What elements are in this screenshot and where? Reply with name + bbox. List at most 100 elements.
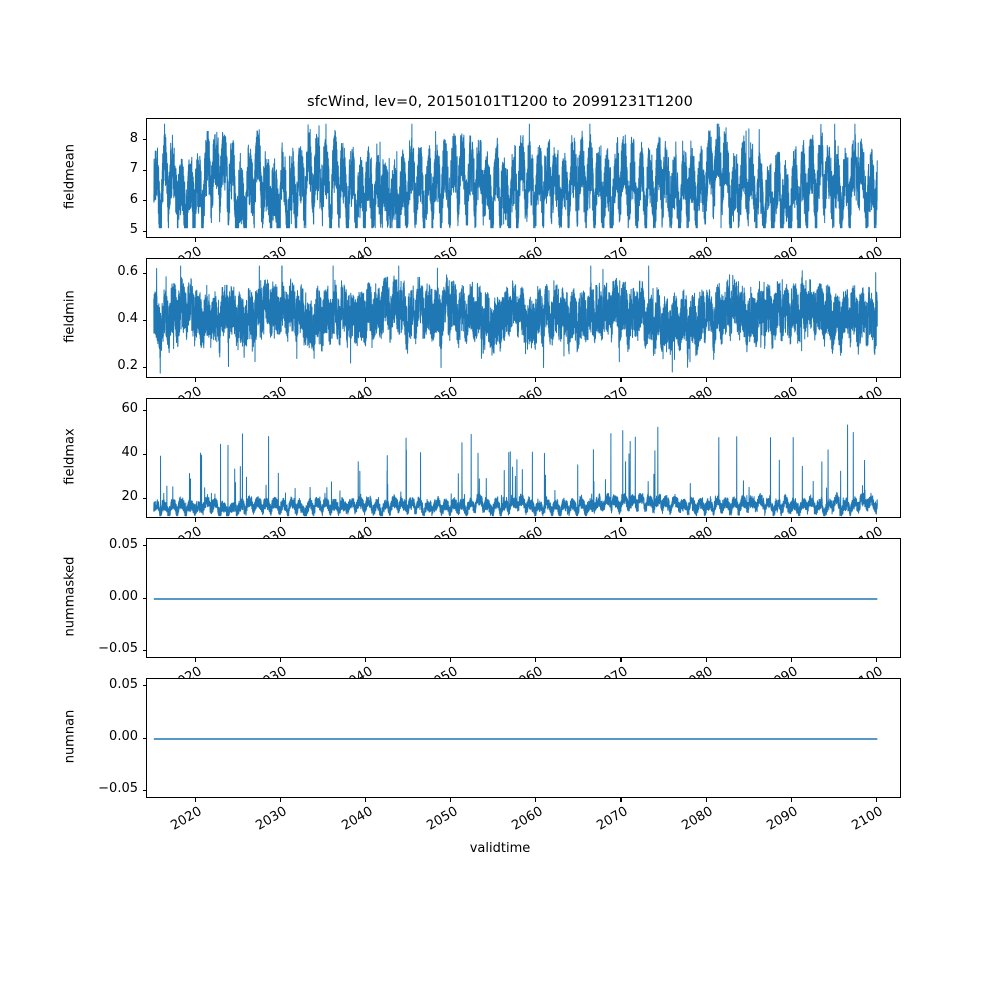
y-axis-label-numnan: numnan: [62, 709, 78, 764]
x-tick-label: 2060: [509, 384, 546, 399]
x-tick-label: 2070: [594, 244, 631, 259]
x-tick-label: 2060: [509, 804, 546, 834]
x-tick-label: 2030: [253, 524, 290, 539]
x-tick-mark: [875, 798, 877, 802]
x-tick-mark: [194, 378, 196, 382]
x-tick-label: 2050: [424, 804, 461, 834]
x-tick-mark: [279, 238, 282, 242]
series-canvas-nummasked: [147, 539, 902, 659]
y-tick-mark: [142, 169, 146, 171]
y-tick-label: 0.2: [117, 358, 138, 374]
x-tick-mark: [620, 798, 622, 802]
x-tick-label: 2080: [679, 804, 716, 834]
y-tick-label: 6: [129, 191, 138, 207]
x-tick-label-row: 2020 2030 2040 2050 2060 2070 2080 2090 2100: [0, 519, 1000, 539]
x-tick-mark: [194, 518, 196, 522]
x-tick-mark: [620, 378, 622, 382]
y-axis-label-fieldmean: fieldmean: [62, 144, 78, 209]
y-tick-label: 0.4: [117, 311, 138, 327]
x-tick-label: 2090: [764, 384, 801, 399]
y-tick-label: 0.05: [109, 536, 138, 552]
x-tick-label: 2050: [424, 244, 461, 259]
y-axis-label-nummasked: nummasked: [62, 556, 78, 637]
series-canvas-numnan: [147, 679, 902, 799]
x-tick-mark: [875, 658, 877, 662]
x-tick-label: 2100: [849, 664, 886, 679]
y-tick-label: −0.05: [98, 781, 138, 797]
x-tick-label: 2020: [168, 804, 205, 834]
x-tick-label: 2070: [594, 524, 631, 539]
subplot-numnan: [146, 678, 902, 799]
x-tick-mark: [620, 658, 622, 662]
x-tick-mark: [705, 798, 707, 802]
x-tick-mark: [450, 658, 452, 662]
x-tick-label: 2080: [679, 384, 716, 399]
y-tick-mark: [142, 409, 146, 411]
x-tick-mark: [194, 798, 196, 802]
x-tick-label: 2080: [679, 664, 716, 679]
x-tick-label: 2050: [424, 524, 461, 539]
x-tick-label: 2100: [849, 244, 886, 259]
x-tick-mark: [875, 518, 877, 522]
y-tick-mark: [142, 497, 146, 499]
x-tick-label: 2100: [849, 524, 886, 539]
x-tick-label: 2090: [764, 664, 801, 679]
x-tick-mark: [450, 798, 452, 802]
y-tick-label: 40: [121, 445, 138, 461]
x-tick-label: 2030: [253, 664, 290, 679]
x-tick-mark: [450, 378, 452, 382]
x-tick-mark: [705, 238, 707, 242]
x-tick-label: 2080: [679, 524, 716, 539]
y-tick-label: 0.6: [117, 264, 138, 280]
x-tick-label: 2040: [338, 664, 376, 679]
y-tick-label: 5: [129, 222, 138, 238]
y-axis-label-fieldmin: fieldmin: [62, 290, 78, 343]
x-tick-mark: [535, 798, 537, 802]
x-tick-label: 2070: [594, 664, 631, 679]
x-tick-mark: [705, 378, 707, 382]
x-tick-mark: [450, 238, 452, 242]
x-tick-label: 2070: [594, 384, 631, 399]
x-tick-label: 2060: [509, 244, 546, 259]
x-tick-mark: [535, 518, 537, 522]
x-tick-label: 2020: [168, 244, 205, 259]
x-tick-mark: [790, 798, 792, 802]
x-tick-mark: [279, 518, 282, 522]
x-tick-mark: [705, 658, 707, 662]
x-tick-mark: [279, 658, 282, 662]
x-tick-label: 2100: [849, 384, 886, 399]
y-tick-label: 60: [121, 401, 138, 417]
x-tick-mark: [365, 378, 367, 382]
y-tick-mark: [142, 366, 146, 368]
x-tick-mark: [194, 658, 196, 662]
series-canvas-fieldmax: [147, 399, 902, 519]
y-tick-mark: [142, 597, 146, 599]
y-tick-mark: [142, 789, 146, 791]
y-tick-mark: [142, 272, 146, 274]
series-canvas-fieldmin: [147, 259, 902, 379]
x-tick-mark: [875, 238, 877, 242]
x-tick-mark: [875, 378, 877, 382]
x-tick-mark: [535, 378, 537, 382]
x-tick-label: 2090: [764, 524, 801, 539]
x-tick-mark: [365, 798, 367, 802]
x-tick-mark: [620, 518, 622, 522]
x-tick-label-row: 2020 2030 2040 2050 2060 2070 2080 2090 2100: [0, 239, 1000, 259]
series-canvas-fieldmean: [147, 119, 902, 239]
x-tick-label: 2050: [424, 384, 461, 399]
subplot-fieldmean: [146, 118, 902, 239]
x-tick-label: 2100: [849, 804, 886, 834]
subplot-fieldmin: [146, 258, 902, 379]
x-tick-label: 2040: [338, 384, 376, 399]
y-tick-label: −0.05: [98, 641, 138, 657]
y-tick-mark: [142, 453, 146, 455]
y-tick-mark: [142, 230, 146, 232]
x-tick-label: 2040: [338, 804, 376, 834]
y-tick-label: 0.00: [109, 729, 138, 744]
x-tick-label: 2020: [168, 524, 205, 539]
x-tick-mark: [790, 238, 792, 242]
x-tick-label: 2040: [338, 524, 376, 539]
figure-title: sfcWind, lev=0, 20150101T1200 to 2099123…: [307, 94, 693, 110]
x-tick-mark: [535, 658, 537, 662]
